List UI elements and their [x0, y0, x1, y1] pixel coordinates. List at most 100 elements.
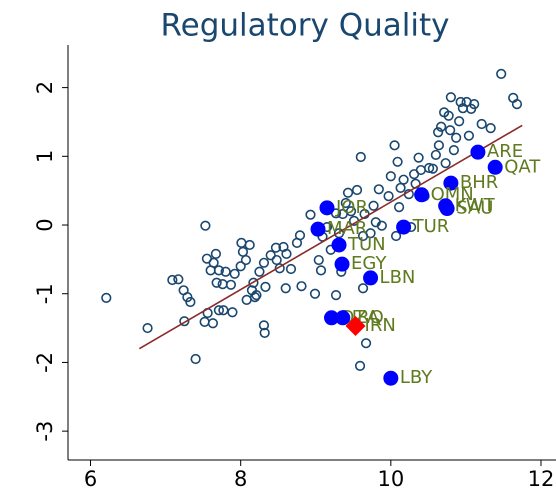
highlight-point [363, 270, 379, 286]
point-label: TUR [412, 216, 450, 237]
point [258, 257, 270, 268]
point [476, 118, 487, 130]
point [210, 248, 222, 259]
highlight-point [487, 159, 503, 175]
point [440, 158, 451, 169]
point [285, 263, 297, 275]
point [179, 316, 190, 327]
highlight-point [414, 187, 430, 203]
point [357, 283, 369, 294]
point-label: BHR [460, 172, 498, 193]
y-tick-label: -2 [33, 352, 57, 373]
point [207, 318, 218, 329]
point [451, 132, 462, 143]
point [392, 156, 403, 167]
point [413, 152, 424, 163]
point [101, 292, 112, 303]
point [254, 266, 265, 277]
point [296, 281, 307, 292]
point [201, 253, 212, 264]
point [351, 184, 363, 196]
point [315, 265, 327, 276]
point [445, 92, 456, 103]
point-label: LBY [400, 367, 433, 388]
point-label: IRN [365, 315, 396, 336]
point [496, 68, 507, 79]
point-label: OMN [431, 184, 474, 205]
point [142, 322, 153, 334]
point [274, 263, 285, 274]
point [455, 96, 466, 108]
highlight-point [334, 256, 350, 272]
point [445, 125, 456, 136]
point [433, 140, 444, 151]
point [211, 277, 222, 288]
y-tick-label: -3 [33, 421, 57, 442]
point [342, 187, 354, 198]
point [355, 151, 366, 163]
point [294, 230, 306, 241]
point [415, 164, 426, 176]
x-tick-label: 8 [234, 467, 247, 490]
point-label: SAU [456, 198, 493, 219]
point [373, 184, 384, 195]
point [433, 127, 444, 138]
point [281, 248, 292, 259]
point [385, 171, 396, 182]
point [240, 254, 252, 266]
x-tick-label: 6 [84, 467, 97, 490]
fit-line [138, 124, 523, 350]
x-tick-label: 10 [377, 467, 404, 490]
point [258, 320, 270, 331]
point [309, 288, 321, 299]
point [270, 242, 282, 253]
point [469, 98, 480, 110]
point [229, 268, 240, 279]
point [236, 237, 247, 248]
point [280, 283, 291, 294]
point [443, 110, 454, 121]
point [365, 228, 376, 239]
point [235, 261, 246, 272]
point [199, 316, 210, 327]
point-label: JOR [335, 197, 368, 218]
point [305, 209, 316, 220]
highlight-point [331, 237, 347, 253]
point-label: EGY [351, 253, 387, 274]
highlight-point [310, 221, 326, 237]
point [217, 279, 228, 290]
point-label: LBN [380, 267, 416, 288]
point [368, 200, 379, 211]
point [173, 274, 184, 285]
point-label: TUN [347, 234, 386, 255]
point [511, 98, 523, 110]
highlight-point [439, 201, 455, 217]
highlight-point [383, 370, 399, 386]
point [389, 140, 400, 151]
point-label: QAT [504, 156, 541, 177]
point [330, 289, 342, 301]
point [237, 246, 249, 257]
point-label: MAR [327, 218, 367, 239]
point [340, 197, 351, 209]
chart-title: Regulatory Quality [161, 8, 450, 44]
point [354, 360, 366, 371]
point-label: KWT [455, 195, 496, 216]
point [485, 123, 496, 134]
y-tick-label: 2 [33, 81, 57, 94]
point [454, 116, 465, 127]
point [260, 281, 271, 292]
point [398, 174, 409, 185]
point [220, 266, 231, 277]
point [427, 163, 438, 174]
point [313, 254, 324, 266]
point [430, 149, 441, 161]
highlight-point [324, 310, 340, 326]
highlight-point [443, 175, 459, 191]
point [200, 220, 211, 231]
point [395, 182, 406, 194]
point [190, 353, 201, 365]
point [360, 338, 372, 349]
highlight-point [319, 200, 335, 216]
